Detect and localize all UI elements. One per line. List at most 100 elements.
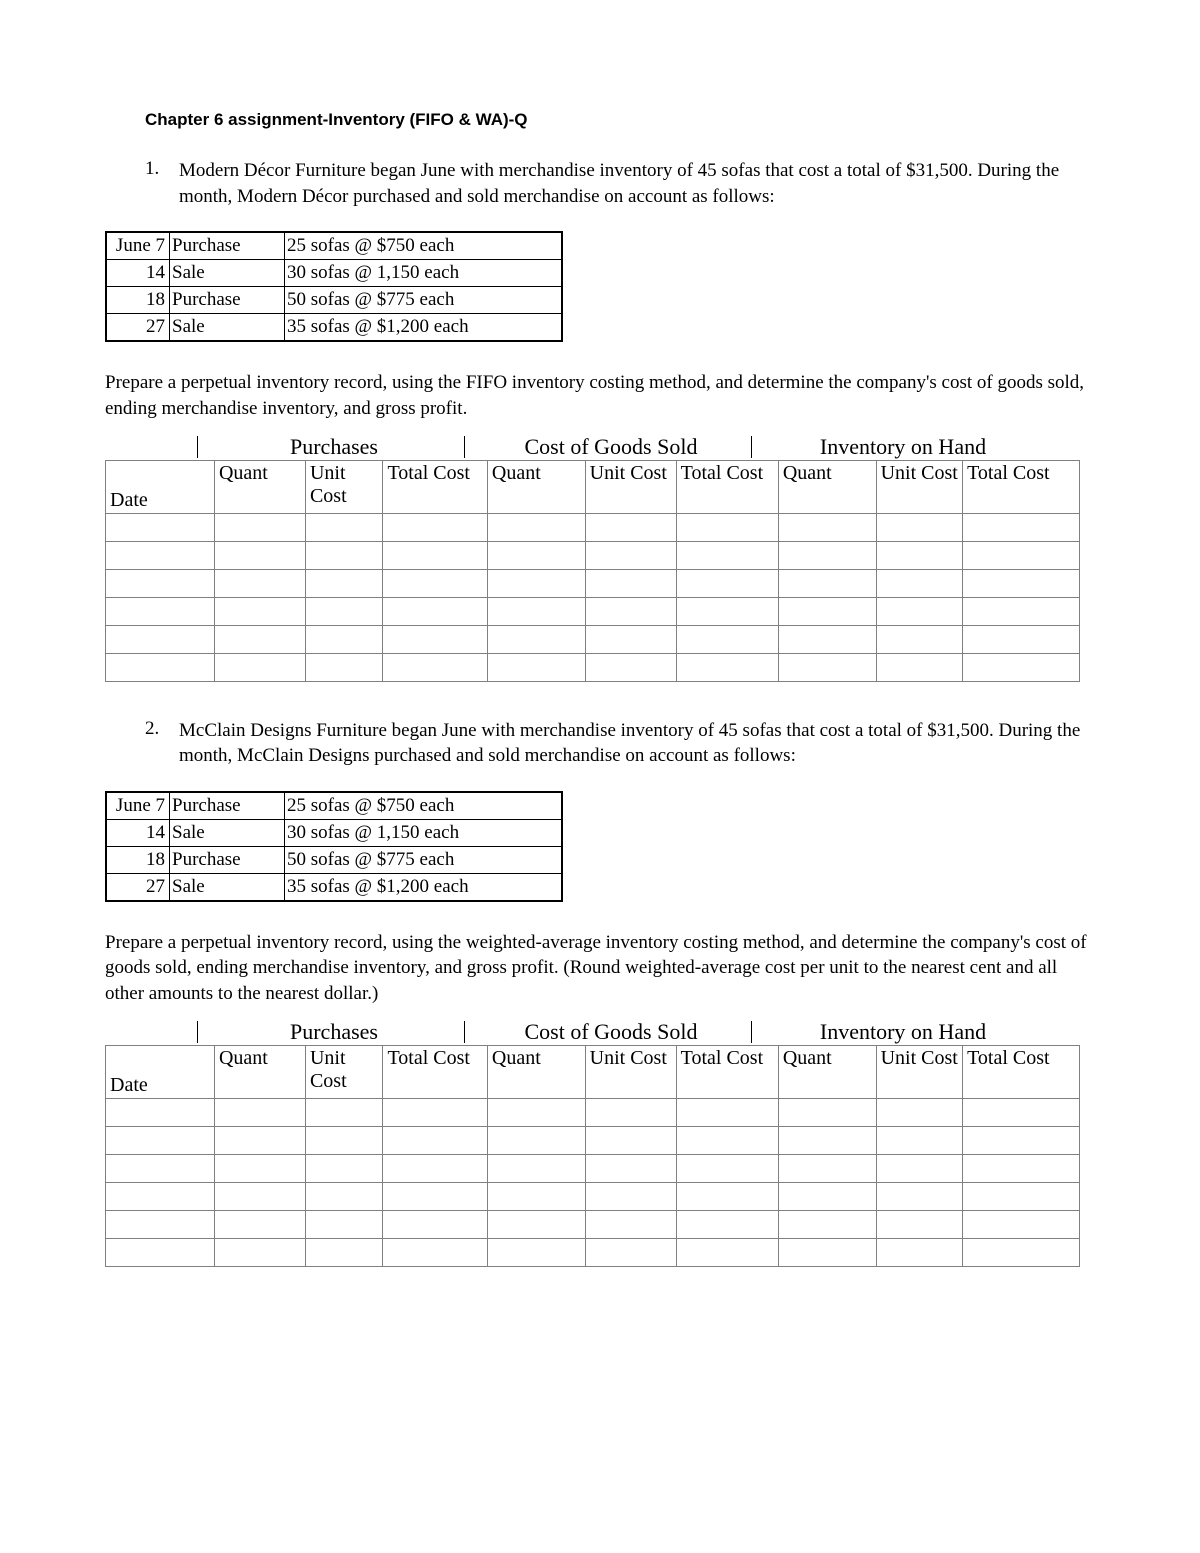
worksheet-cell[interactable] [778,1154,876,1182]
worksheet-row[interactable] [106,513,1080,541]
worksheet-row[interactable] [106,1126,1080,1154]
worksheet-row[interactable] [106,1210,1080,1238]
worksheet-cell[interactable] [778,625,876,653]
worksheet-cell[interactable] [106,1238,215,1266]
worksheet-cell[interactable] [214,625,305,653]
worksheet-cell[interactable] [214,1154,305,1182]
worksheet-cell[interactable] [963,1210,1080,1238]
worksheet-cell[interactable] [305,1182,383,1210]
worksheet-cell[interactable] [585,1210,676,1238]
worksheet-cell[interactable] [963,653,1080,681]
worksheet-cell[interactable] [383,513,487,541]
worksheet-cell[interactable] [876,1154,963,1182]
worksheet-cell[interactable] [876,1238,963,1266]
worksheet-cell[interactable] [305,1126,383,1154]
worksheet-cell[interactable] [676,597,778,625]
worksheet-cell[interactable] [585,597,676,625]
worksheet-cell[interactable] [487,653,585,681]
worksheet-cell[interactable] [778,597,876,625]
worksheet-cell[interactable] [106,1098,215,1126]
worksheet-cell[interactable] [106,597,215,625]
worksheet-cell[interactable] [876,653,963,681]
worksheet-cell[interactable] [305,1210,383,1238]
worksheet-cell[interactable] [963,1126,1080,1154]
worksheet-cell[interactable] [383,1238,487,1266]
worksheet-row[interactable] [106,569,1080,597]
worksheet-cell[interactable] [214,653,305,681]
worksheet-cell[interactable] [487,1182,585,1210]
worksheet-cell[interactable] [585,1098,676,1126]
worksheet-cell[interactable] [676,513,778,541]
worksheet-row[interactable] [106,1098,1080,1126]
worksheet-row[interactable] [106,1182,1080,1210]
worksheet-cell[interactable] [876,1126,963,1154]
worksheet-cell[interactable] [876,1210,963,1238]
worksheet-cell[interactable] [106,1182,215,1210]
worksheet-cell[interactable] [487,1154,585,1182]
worksheet-cell[interactable] [676,1238,778,1266]
worksheet-cell[interactable] [963,569,1080,597]
worksheet-row[interactable] [106,541,1080,569]
worksheet-cell[interactable] [778,1126,876,1154]
worksheet-cell[interactable] [487,1098,585,1126]
worksheet-cell[interactable] [383,597,487,625]
worksheet-cell[interactable] [106,541,215,569]
worksheet-cell[interactable] [383,1098,487,1126]
worksheet-cell[interactable] [676,1154,778,1182]
worksheet-cell[interactable] [963,1182,1080,1210]
worksheet-cell[interactable] [305,569,383,597]
worksheet-cell[interactable] [963,1238,1080,1266]
worksheet-cell[interactable] [305,1154,383,1182]
worksheet-cell[interactable] [876,541,963,569]
worksheet-cell[interactable] [106,1154,215,1182]
worksheet-cell[interactable] [676,1126,778,1154]
worksheet-cell[interactable] [778,513,876,541]
worksheet-row[interactable] [106,625,1080,653]
worksheet-cell[interactable] [305,1098,383,1126]
worksheet-cell[interactable] [585,1126,676,1154]
worksheet-cell[interactable] [487,1210,585,1238]
worksheet-cell[interactable] [305,653,383,681]
worksheet-cell[interactable] [383,1210,487,1238]
worksheet-cell[interactable] [383,1126,487,1154]
worksheet-cell[interactable] [383,653,487,681]
worksheet-cell[interactable] [585,1182,676,1210]
worksheet-cell[interactable] [106,513,215,541]
worksheet-cell[interactable] [963,541,1080,569]
worksheet-cell[interactable] [214,597,305,625]
worksheet-cell[interactable] [487,597,585,625]
worksheet-cell[interactable] [106,569,215,597]
worksheet-cell[interactable] [963,597,1080,625]
worksheet-cell[interactable] [876,513,963,541]
worksheet-cell[interactable] [214,1182,305,1210]
worksheet-cell[interactable] [876,569,963,597]
worksheet-cell[interactable] [876,1098,963,1126]
worksheet-cell[interactable] [963,1098,1080,1126]
worksheet-cell[interactable] [214,1210,305,1238]
worksheet-cell[interactable] [778,1182,876,1210]
worksheet-cell[interactable] [676,569,778,597]
worksheet-cell[interactable] [778,1238,876,1266]
worksheet-cell[interactable] [214,1126,305,1154]
worksheet-row[interactable] [106,1238,1080,1266]
worksheet-row[interactable] [106,1154,1080,1182]
worksheet-cell[interactable] [778,1210,876,1238]
worksheet-cell[interactable] [676,541,778,569]
worksheet-cell[interactable] [106,653,215,681]
worksheet-cell[interactable] [214,1238,305,1266]
worksheet-cell[interactable] [305,541,383,569]
worksheet-cell[interactable] [487,1238,585,1266]
worksheet-cell[interactable] [778,569,876,597]
worksheet-cell[interactable] [778,1098,876,1126]
worksheet-cell[interactable] [585,541,676,569]
worksheet-cell[interactable] [214,1098,305,1126]
worksheet-cell[interactable] [383,625,487,653]
worksheet-cell[interactable] [106,625,215,653]
worksheet-cell[interactable] [963,625,1080,653]
worksheet-cell[interactable] [214,569,305,597]
worksheet-cell[interactable] [106,1210,215,1238]
worksheet-cell[interactable] [876,1182,963,1210]
worksheet-cell[interactable] [676,653,778,681]
worksheet-cell[interactable] [585,653,676,681]
worksheet-cell[interactable] [585,569,676,597]
